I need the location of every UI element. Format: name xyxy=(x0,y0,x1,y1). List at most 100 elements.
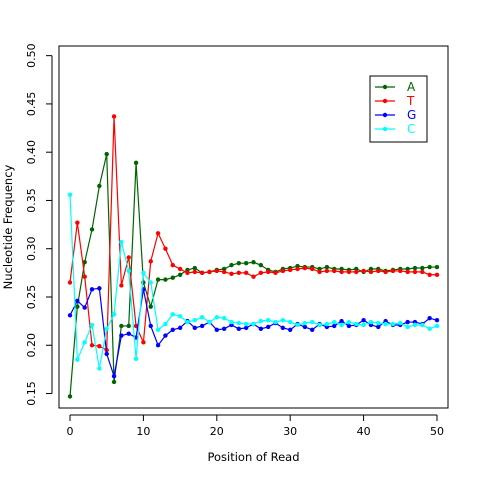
series-g-point xyxy=(221,326,227,332)
y-tick-label: 0.30 xyxy=(25,236,38,261)
series-c-point xyxy=(390,321,396,327)
series-t-point xyxy=(302,265,308,271)
series-t-point xyxy=(317,269,322,275)
plot-frame xyxy=(58,45,449,409)
x-tick-label: 40 xyxy=(357,425,371,438)
series-c xyxy=(67,192,440,371)
series-t-point xyxy=(434,272,440,277)
series-c-point xyxy=(221,316,227,321)
series-c-point xyxy=(310,319,315,325)
legend-label-g: G xyxy=(407,108,416,122)
series-c-point xyxy=(427,326,432,332)
series-a-point xyxy=(89,227,95,232)
series-t-point xyxy=(398,268,403,274)
legend-marker-a xyxy=(382,84,388,90)
series-t-point xyxy=(412,269,418,275)
legend-label-c: C xyxy=(407,122,415,136)
y-tick-label: 0.45 xyxy=(25,92,38,117)
series-t-point xyxy=(185,270,190,276)
x-tick-label: 10 xyxy=(136,425,150,438)
y-tick-label: 0.15 xyxy=(25,381,38,406)
series-c-point xyxy=(273,319,278,325)
series-t-point xyxy=(361,268,366,274)
series-t-point xyxy=(310,266,315,272)
series-t xyxy=(67,114,440,353)
series-t-point xyxy=(155,231,161,236)
series-a-point xyxy=(243,261,249,266)
y-axis: 0.15 0.20 0.25 0.30 0.35 0.40 0.45 0.50 xyxy=(25,43,53,406)
series-a-point xyxy=(111,379,117,385)
series-g-point xyxy=(126,331,131,336)
series-c-point xyxy=(368,319,374,325)
series-t-point xyxy=(192,269,197,275)
legend-marker-t xyxy=(382,98,388,104)
series-c-point xyxy=(67,192,73,197)
x-tick-label: 20 xyxy=(210,425,224,438)
y-tick-label: 0.20 xyxy=(25,333,38,358)
series-c-point xyxy=(75,357,80,362)
series-g-point xyxy=(287,327,293,333)
series-c-point xyxy=(111,312,117,317)
series-g-point xyxy=(310,327,315,333)
y-tick-label: 0.25 xyxy=(25,285,38,310)
y-tick-label: 0.40 xyxy=(25,140,38,165)
series-c-point xyxy=(383,321,388,327)
series-g-point xyxy=(236,326,242,332)
series-g-point xyxy=(199,323,205,329)
series-a-point xyxy=(82,260,87,265)
series-g-point xyxy=(192,325,197,331)
series-c-point xyxy=(302,320,308,326)
series-c-point xyxy=(295,322,300,328)
series-t-point xyxy=(368,269,374,275)
series-t-point xyxy=(243,270,249,276)
series-a-point xyxy=(251,260,256,265)
series-c-point xyxy=(119,239,124,245)
series-c-point xyxy=(185,319,190,325)
series-g-point xyxy=(75,298,80,304)
series-a-point xyxy=(229,262,234,268)
series-g-point xyxy=(97,286,102,291)
series-t-point xyxy=(229,271,234,277)
series-t-point xyxy=(354,269,359,275)
series-g-point xyxy=(258,326,264,332)
series-t-point xyxy=(427,272,432,277)
series-c-point xyxy=(287,319,293,325)
series-a-point xyxy=(163,277,168,282)
series-t-point xyxy=(126,255,131,260)
series-g-point xyxy=(214,327,220,333)
legend-marker-g xyxy=(382,112,388,118)
series-g-point xyxy=(119,333,124,338)
series-t-point xyxy=(111,114,117,119)
series-c-point xyxy=(82,340,87,345)
y-axis-label: Nucleotide Frequency xyxy=(1,164,15,289)
series-c-point xyxy=(265,317,271,323)
series-c-point xyxy=(199,315,205,320)
legend-label-a: A xyxy=(407,80,416,94)
series-t-point xyxy=(346,269,352,275)
series-t-point xyxy=(97,344,102,349)
series-t-point xyxy=(390,268,396,274)
series-g-point xyxy=(148,323,153,329)
series-c-point xyxy=(412,322,418,328)
series-c-point xyxy=(236,320,242,326)
series-a-point xyxy=(75,304,80,309)
series-c-point xyxy=(89,322,95,328)
series-t-point xyxy=(287,267,293,273)
series-g-point xyxy=(155,343,161,348)
legend-label-t: T xyxy=(406,94,415,108)
series-t-point xyxy=(376,268,381,274)
series-t-point xyxy=(67,280,73,285)
series-t-point xyxy=(332,268,337,274)
series-t-point xyxy=(75,220,80,225)
series-c-point xyxy=(354,321,359,327)
series-c-point xyxy=(229,319,234,325)
series-c-point xyxy=(170,312,175,317)
series-c-point xyxy=(141,270,146,276)
series-g-point xyxy=(346,323,352,329)
series-g-point xyxy=(405,319,410,325)
series-a-point xyxy=(236,261,242,266)
series-g-point xyxy=(170,327,175,333)
series-layer xyxy=(67,114,440,399)
series-c-point xyxy=(405,324,410,330)
series-g-point xyxy=(265,324,271,330)
